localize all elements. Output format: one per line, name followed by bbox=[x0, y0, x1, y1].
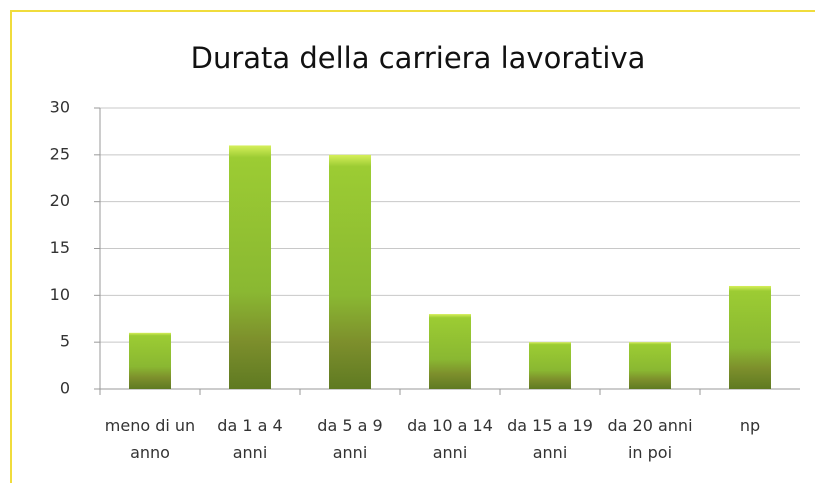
y-tick-label: 5 bbox=[60, 332, 70, 351]
x-tick-label: da 5 a 9 anni bbox=[317, 416, 383, 462]
x-tick-label: da 20 anni in poi bbox=[607, 416, 693, 462]
chart-title: Durata della carriera lavorativa bbox=[191, 41, 646, 75]
y-tick-label: 30 bbox=[50, 98, 70, 117]
bar bbox=[229, 145, 271, 389]
bar bbox=[729, 285, 771, 389]
x-tick-label: np bbox=[739, 416, 761, 435]
x-tick-label: da 10 a 14 anni bbox=[407, 416, 493, 462]
x-tick-label: da 1 a 4 anni bbox=[217, 416, 283, 462]
bar bbox=[529, 342, 571, 389]
bar bbox=[129, 332, 171, 389]
y-tick-label: 25 bbox=[50, 144, 70, 163]
y-tick-label: 0 bbox=[60, 379, 70, 398]
bar bbox=[429, 314, 471, 389]
y-tick-label: 20 bbox=[50, 191, 70, 210]
bar bbox=[329, 154, 371, 389]
chart-frame bbox=[10, 10, 815, 483]
x-tick-label: da 15 a 19 anni bbox=[507, 416, 593, 462]
y-tick-label: 15 bbox=[50, 238, 70, 257]
bar bbox=[629, 342, 671, 389]
y-tick-label: 10 bbox=[50, 285, 70, 304]
x-tick-label: meno di un anno bbox=[104, 416, 196, 462]
